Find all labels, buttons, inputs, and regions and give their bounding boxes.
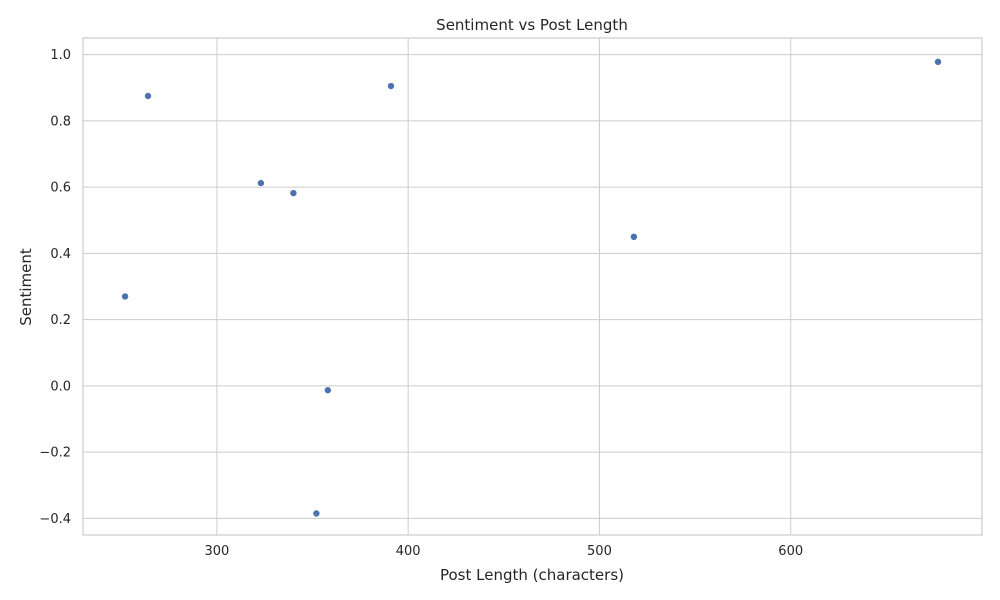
x-tick-label: 500 xyxy=(587,544,612,559)
scatter-point xyxy=(121,292,130,301)
scatter-point xyxy=(323,386,332,395)
y-tick-label: −0.2 xyxy=(39,446,71,461)
scatter-point xyxy=(144,91,153,100)
x-tick-labels: 300 400 500 600 xyxy=(204,544,803,559)
y-axis-title: Sentiment xyxy=(17,248,35,326)
y-tick-label: 0.6 xyxy=(50,181,71,196)
chart-title: Sentiment vs Post Length xyxy=(436,16,628,34)
scatter-point xyxy=(629,232,638,241)
data-points xyxy=(121,57,943,518)
grid-lines xyxy=(83,38,982,535)
scatter-point xyxy=(934,57,943,66)
scatter-point xyxy=(289,189,298,198)
y-tick-label: 0.2 xyxy=(50,313,71,328)
y-tick-label: 0.4 xyxy=(50,247,71,262)
scatter-point xyxy=(256,179,265,188)
y-tick-label: 1.0 xyxy=(50,48,71,63)
y-tick-label: 0.8 xyxy=(50,114,71,129)
x-tick-label: 400 xyxy=(396,544,421,559)
plot-frame xyxy=(82,37,983,536)
x-tick-label: 600 xyxy=(778,544,803,559)
y-tick-label: −0.4 xyxy=(39,512,71,527)
y-tick-label: 0.0 xyxy=(50,379,71,394)
scatter-point xyxy=(386,82,395,91)
y-tick-labels: −0.4 −0.2 0.0 0.2 0.4 0.6 0.8 1.0 xyxy=(39,48,71,527)
x-tick-label: 300 xyxy=(204,544,229,559)
x-axis-title: Post Length (characters) xyxy=(440,566,624,584)
scatter-point xyxy=(312,509,321,518)
